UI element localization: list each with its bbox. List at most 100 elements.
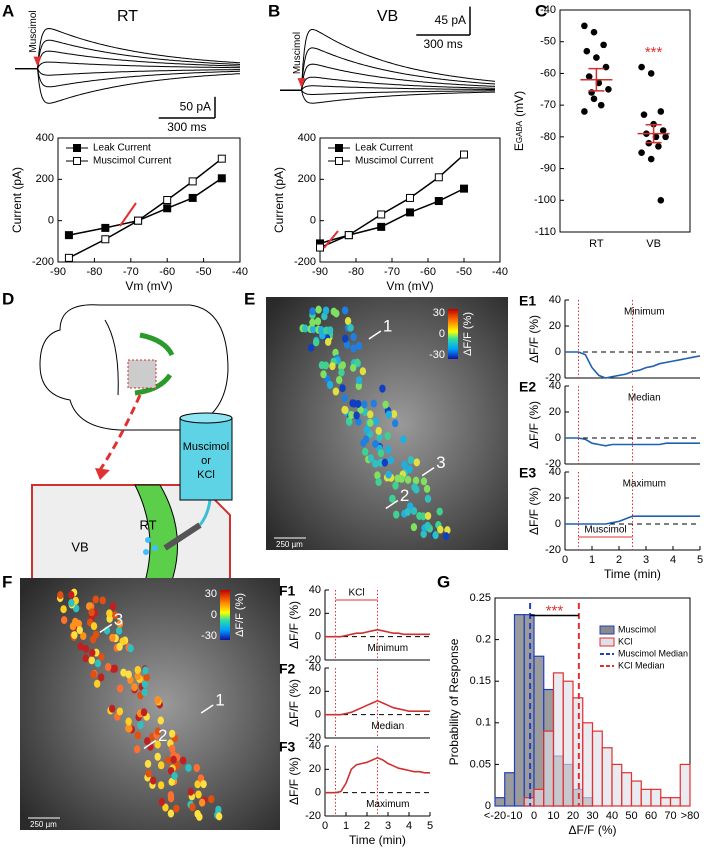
x-tick-label: -90 [312, 266, 328, 278]
y-tick-label: -20 [305, 810, 321, 822]
cell-roi [335, 375, 343, 384]
cell-roi [381, 458, 389, 467]
cell-roi [326, 326, 334, 335]
cell-roi [200, 780, 207, 789]
cell-roi [354, 399, 362, 408]
cell-roi [154, 696, 161, 705]
legend-swatch [599, 625, 615, 635]
y-tick-label: -60 [540, 67, 556, 79]
cell-roi [158, 797, 166, 806]
drug-label: KCl [197, 469, 215, 481]
panel-label: F3 [279, 739, 296, 755]
cell-roi [309, 307, 316, 316]
current-trace [280, 63, 496, 91]
marker [101, 235, 110, 244]
x-tick-label: 10 [547, 810, 559, 822]
pipette [163, 522, 202, 551]
rt-band [134, 373, 173, 396]
legend-label: Muscimol Current [93, 156, 172, 167]
cell-roi [68, 598, 75, 607]
x-tick-label: -50 [196, 266, 212, 278]
cell-roi [420, 530, 427, 539]
cell-roi [307, 343, 315, 352]
cell-roi [145, 769, 152, 778]
annotation: *** [546, 602, 564, 619]
hist-bar [543, 730, 555, 807]
y-tick-label: 0 [315, 709, 321, 721]
current-trace [280, 85, 495, 91]
hist-bar [679, 763, 691, 807]
y-label-part: E [512, 143, 526, 151]
current-trace [15, 27, 241, 70]
cell [143, 549, 149, 555]
cell-roi [157, 716, 164, 725]
cell-roi [370, 399, 377, 408]
colorbar-tick: -30 [201, 630, 217, 642]
cell-roi [324, 337, 332, 346]
cell-roi [309, 318, 316, 327]
cell-roi [108, 704, 116, 713]
marker [460, 184, 468, 193]
cell-roi [167, 794, 175, 803]
cell-roi [367, 410, 374, 419]
cell-roi [127, 644, 134, 653]
y-tick-label: -100 [534, 194, 556, 206]
cell-roi [125, 670, 132, 679]
point [657, 108, 665, 115]
marker [460, 150, 468, 159]
cell [152, 545, 158, 551]
cell [145, 537, 151, 543]
cell-roi [424, 511, 432, 520]
cell-roi [194, 780, 201, 789]
y-tick-label: 200 [36, 173, 54, 185]
panel-label: D [2, 289, 14, 308]
cell-roi [338, 362, 345, 371]
roi [127, 359, 157, 389]
cell-roi [80, 632, 87, 641]
colorbar-tick: 30 [205, 588, 217, 600]
x-tick-label: <-20 [484, 810, 506, 822]
x-tick-label: 30 [586, 810, 598, 822]
cell-roi [99, 596, 106, 605]
cell-roi [104, 663, 112, 672]
cell-roi [90, 622, 98, 631]
cell-roi [141, 680, 149, 689]
cell-roi [310, 325, 317, 334]
cell-roi [367, 454, 375, 463]
legend-label: Muscimol Current [355, 156, 434, 167]
cell-roi [67, 590, 75, 599]
colorbar-label: ΔF/F (%) [234, 593, 246, 637]
cell-roi [314, 317, 322, 326]
y-tick-label: 0 [555, 346, 561, 358]
cell-roi [355, 417, 362, 426]
cell-roi [392, 419, 399, 428]
panel-label: E [244, 289, 255, 308]
chart-title: VB [377, 8, 398, 25]
cell-roi [88, 608, 95, 617]
x-tick-label: -40 [492, 266, 508, 278]
marker [434, 173, 443, 182]
panel-label: C [535, 1, 547, 20]
x-tick-label: >80 [681, 810, 700, 822]
cell-roi [195, 790, 202, 799]
scale-label: 250 µm [30, 820, 57, 829]
y-tick-label: 20 [309, 763, 321, 775]
cell-number: 1 [383, 316, 392, 335]
cell-roi [86, 602, 93, 611]
cell-roi [436, 507, 443, 516]
legend-label: Muscimol [618, 624, 656, 634]
cell-roi [171, 771, 178, 780]
y-tick-label: 400 [298, 132, 316, 144]
colorbar-tick: -30 [429, 349, 445, 361]
cell-roi [302, 324, 309, 333]
cell-roi [341, 405, 348, 414]
point [581, 22, 588, 30]
cell-roi [164, 756, 172, 765]
y-axis-label: ΔF/F (%) [527, 401, 541, 449]
cell-roi [90, 670, 97, 679]
x-tick-label: -40 [232, 266, 248, 278]
cell-roi [410, 523, 418, 532]
cell-number: 2 [400, 486, 409, 505]
trace [325, 699, 430, 716]
x-tick-label: -50 [456, 266, 472, 278]
